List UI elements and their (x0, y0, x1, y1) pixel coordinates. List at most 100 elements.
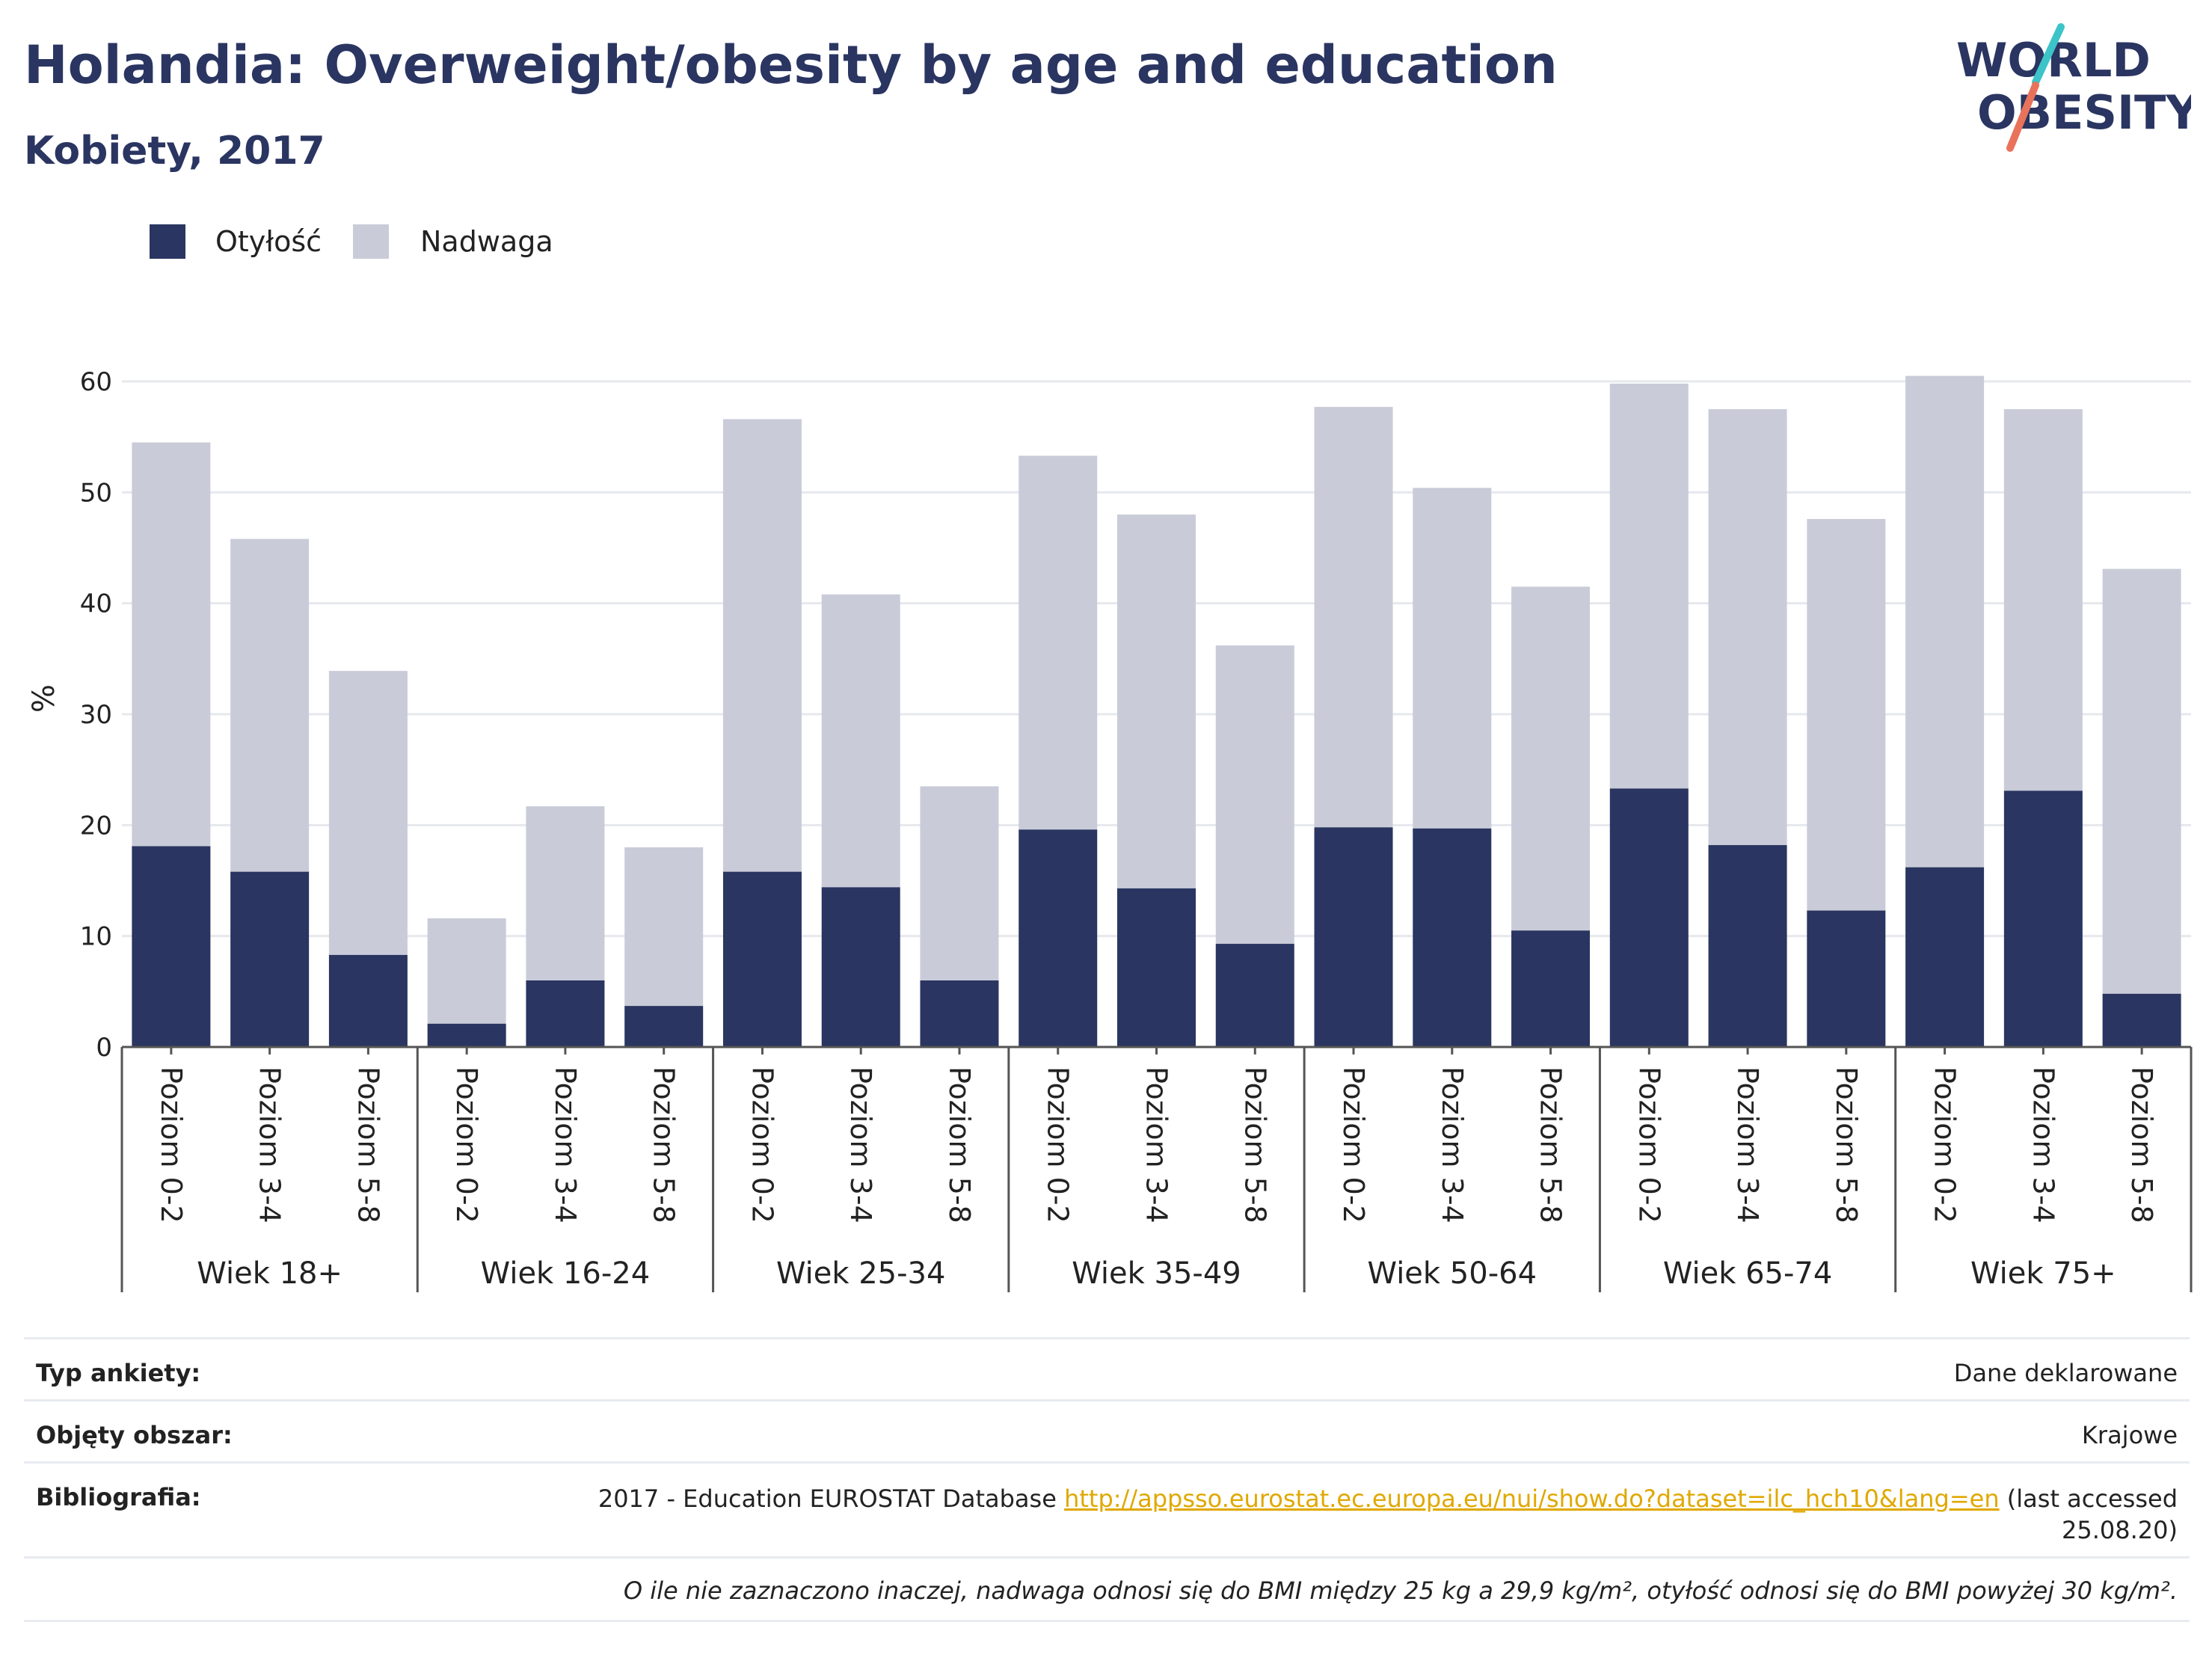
bar-overweight (1511, 586, 1591, 931)
bar-overweight (1314, 407, 1393, 828)
axes: 0 10 20 30 40 50 60 Poziom 0-2 Poziom 3-4 Poziom … (80, 367, 2193, 1292)
bar-obesity (1807, 910, 1886, 1047)
bar-obesity (1215, 944, 1294, 1047)
bar-obesity (1019, 829, 1098, 1047)
bar-obesity (1511, 930, 1591, 1047)
bar-obesity (230, 871, 310, 1047)
bar-obesity (1117, 888, 1196, 1047)
bar-overweight (328, 671, 408, 955)
x-tick-label: Poziom 3-4 (2027, 1066, 2059, 1223)
bar-overweight (1413, 488, 1492, 829)
info-row-bibliography: Bibliografia: 2017 - Education EUROSTAT … (24, 1461, 2190, 1556)
bar-obesity (2003, 790, 2083, 1047)
legend-label-overweight: Nadwaga (420, 225, 553, 258)
bibliography-link[interactable]: http://appsso.eurostat.ec.europa.eu/nui/… (1064, 1484, 2000, 1513)
bibliography-key: Bibliografia: (36, 1483, 201, 1511)
legend-label-obesity: Otyłość (215, 225, 322, 258)
bar-obesity (1314, 827, 1393, 1047)
bar-obesity (526, 980, 605, 1047)
bar-obesity (722, 871, 802, 1047)
area-key: Objęty obszar: (36, 1421, 233, 1449)
x-tick-label: Poziom 5-8 (351, 1066, 384, 1223)
bar-obesity (1708, 845, 1787, 1047)
x-tick-label: Poziom 0-2 (1929, 1066, 1961, 1223)
bar-obesity (1413, 828, 1492, 1047)
group-label: Wiek 16-24 (481, 1256, 651, 1291)
y-tick-label: 60 (80, 367, 112, 397)
x-tick-label: Poziom 5-8 (1238, 1066, 1271, 1223)
x-tick-label: Poziom 5-8 (1534, 1066, 1567, 1223)
bars (132, 375, 2181, 1047)
bar-overweight (821, 594, 900, 888)
bar-obesity (821, 887, 900, 1047)
x-tick-label: Poziom 5-8 (648, 1066, 681, 1223)
x-tick-label: Poziom 5-8 (943, 1066, 976, 1223)
y-tick-label: 10 (80, 922, 112, 952)
y-tick-label: 30 (80, 700, 112, 730)
x-tick-label: Poziom 3-4 (1140, 1066, 1173, 1223)
world-obesity-logo: WORLD OBESITY (1956, 23, 2191, 152)
group-label: Wiek 65-74 (1663, 1256, 1833, 1291)
x-tick-label: Poziom 5-8 (2125, 1066, 2158, 1223)
logo-slash-bottom (2006, 82, 2039, 152)
bar-overweight (1019, 455, 1098, 830)
bar-overweight (427, 918, 506, 1024)
bar-obesity (2102, 993, 2181, 1047)
chart-title: Holandia: Overweight/obesity by age and … (24, 34, 1558, 96)
bar-overweight (722, 419, 802, 872)
y-tick-label: 40 (80, 589, 112, 619)
x-tick-label: Poziom 0-2 (1632, 1066, 1665, 1223)
bibliography-suffix: (last accessed (1999, 1484, 2178, 1513)
x-tick-label: Poziom 0-2 (746, 1066, 778, 1223)
group-label: Wiek 25-34 (776, 1256, 946, 1291)
chart-subtitle: Kobiety, 2017 (24, 129, 325, 174)
info-row-area: Objęty obszar: Krajowe (24, 1399, 2190, 1461)
bar-overweight (1117, 515, 1196, 888)
x-tick-label: Poziom 3-4 (549, 1066, 582, 1223)
info-row-note: O ile nie zaznaczono inaczej, nadwaga od… (24, 1556, 2190, 1622)
y-axis-label: % (27, 684, 61, 713)
group-label: Wiek 18+ (197, 1256, 342, 1291)
bar-overweight (526, 806, 605, 980)
legend-swatch-obesity (150, 224, 185, 259)
info-table: Typ ankiety: Dane deklarowane Objęty obs… (24, 1337, 2190, 1622)
bar-obesity (920, 980, 999, 1047)
bibliography-value: 2017 - Education EUROSTAT Database http:… (24, 1464, 2190, 1546)
survey-value: Dane deklarowane (1953, 1359, 2178, 1387)
legend-swatch-overweight (353, 224, 389, 259)
bar-obesity (624, 1006, 704, 1047)
x-tick-label: Poziom 0-2 (1337, 1066, 1370, 1223)
x-tick-label: Poziom 0-2 (1042, 1066, 1075, 1223)
group-label: Wiek 50-64 (1368, 1256, 1537, 1291)
bar-overweight (1215, 645, 1294, 945)
x-tick-label: Poziom 3-4 (254, 1066, 286, 1223)
bar-obesity (132, 846, 211, 1047)
group-label: Wiek 75+ (1970, 1256, 2116, 1291)
x-tick-label: Poziom 3-4 (844, 1066, 877, 1223)
bibliography-date: 25.08.20) (2062, 1516, 2178, 1544)
bibliography-prefix: 2017 - Education EUROSTAT Database (597, 1484, 1065, 1513)
bar-chart: 0 10 20 30 40 50 60 Poziom 0-2 Poziom 3-4 Poziom … (27, 367, 2193, 1292)
bar-overweight (1708, 409, 1787, 846)
bar-obesity (1609, 788, 1689, 1047)
bar-overweight (2102, 568, 2181, 994)
bar-overweight (624, 847, 704, 1007)
logo-line2: OBESITY (1977, 85, 2191, 140)
logo-slash-top (2032, 23, 2065, 86)
survey-key: Typ ankiety: (36, 1359, 201, 1387)
bar-overweight (1905, 375, 1985, 868)
area-value: Krajowe (2081, 1421, 2178, 1449)
bar-obesity (427, 1023, 506, 1047)
bar-obesity (328, 954, 408, 1047)
definition-note: O ile nie zaznaczono inaczej, nadwaga od… (623, 1576, 2178, 1605)
info-row-survey: Typ ankiety: Dane deklarowane (24, 1337, 2190, 1399)
bar-overweight (230, 538, 310, 872)
bar-overweight (132, 442, 211, 847)
x-tick-label: Poziom 0-2 (450, 1066, 483, 1223)
x-tick-label: Poziom 5-8 (1830, 1066, 1863, 1223)
x-tick-label: Poziom 3-4 (1731, 1066, 1764, 1223)
group-label: Wiek 35-49 (1072, 1256, 1241, 1291)
bar-overweight (920, 786, 999, 980)
y-tick-label: 0 (96, 1033, 112, 1063)
bar-overweight (1609, 383, 1689, 789)
